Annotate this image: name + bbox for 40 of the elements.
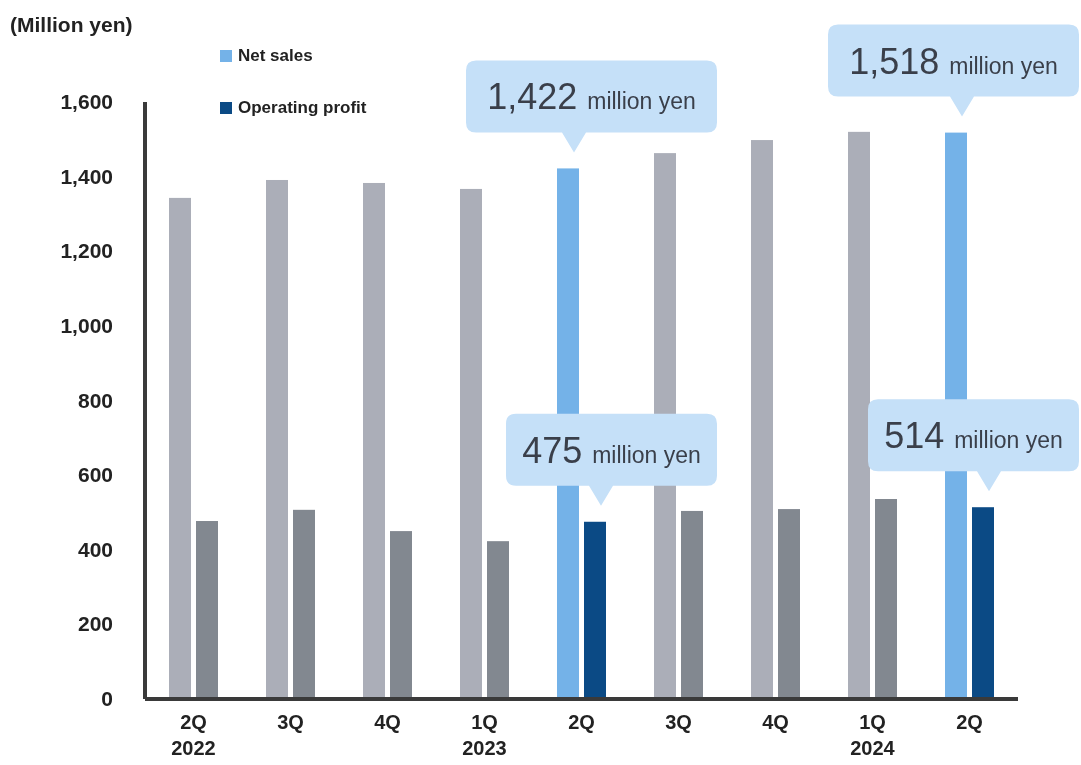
y-tick-label: 600: [77, 463, 113, 487]
y-tick-label: 1,400: [60, 164, 113, 188]
y-tick-label: 400: [77, 537, 113, 561]
legend-label: Net sales: [238, 46, 313, 65]
y-tick-label: 200: [77, 612, 113, 636]
bar: [778, 509, 800, 699]
x-tick-label: 2Q: [568, 711, 595, 733]
y-axis-title: (Million yen): [10, 13, 133, 36]
annotation: 475 million yen: [522, 429, 701, 471]
y-tick-label: 1,600: [60, 90, 113, 113]
x-tick-label: 3Q: [277, 711, 304, 733]
x-tick-label: 4Q: [762, 711, 789, 733]
bar: [460, 188, 482, 699]
bar: [972, 507, 994, 699]
bar: [363, 182, 385, 699]
bar: [875, 499, 897, 699]
bar: [848, 131, 870, 699]
y-tick-label: 1,000: [60, 313, 113, 337]
x-tick-label: 2Q 2022: [171, 711, 216, 759]
text: 1,518 million yen: [849, 40, 1058, 82]
bar: [266, 179, 288, 699]
bar: [681, 510, 703, 699]
bar: [293, 509, 315, 699]
x-tick-label: 1Q 2024: [850, 711, 896, 759]
x-tick-label: 3Q: [665, 711, 692, 733]
bar: [390, 531, 412, 699]
x-tick-label: 2Q: [956, 711, 983, 733]
legend-label: Operating profit: [238, 98, 367, 117]
annotation: 1,422 million yen: [487, 76, 696, 118]
bar: [196, 521, 218, 699]
y-tick-label: 0: [101, 687, 113, 710]
x-tick-label: 4Q: [374, 711, 401, 733]
bar: [584, 521, 606, 699]
y-tick-label: 1,200: [60, 239, 113, 263]
bar: [169, 197, 191, 699]
y-tick-label: 800: [77, 388, 113, 412]
bar: [751, 140, 773, 699]
bar: [487, 541, 509, 699]
annotation: 514 million yen: [884, 415, 1063, 457]
x-tick-label: 1Q 2023: [462, 711, 507, 759]
